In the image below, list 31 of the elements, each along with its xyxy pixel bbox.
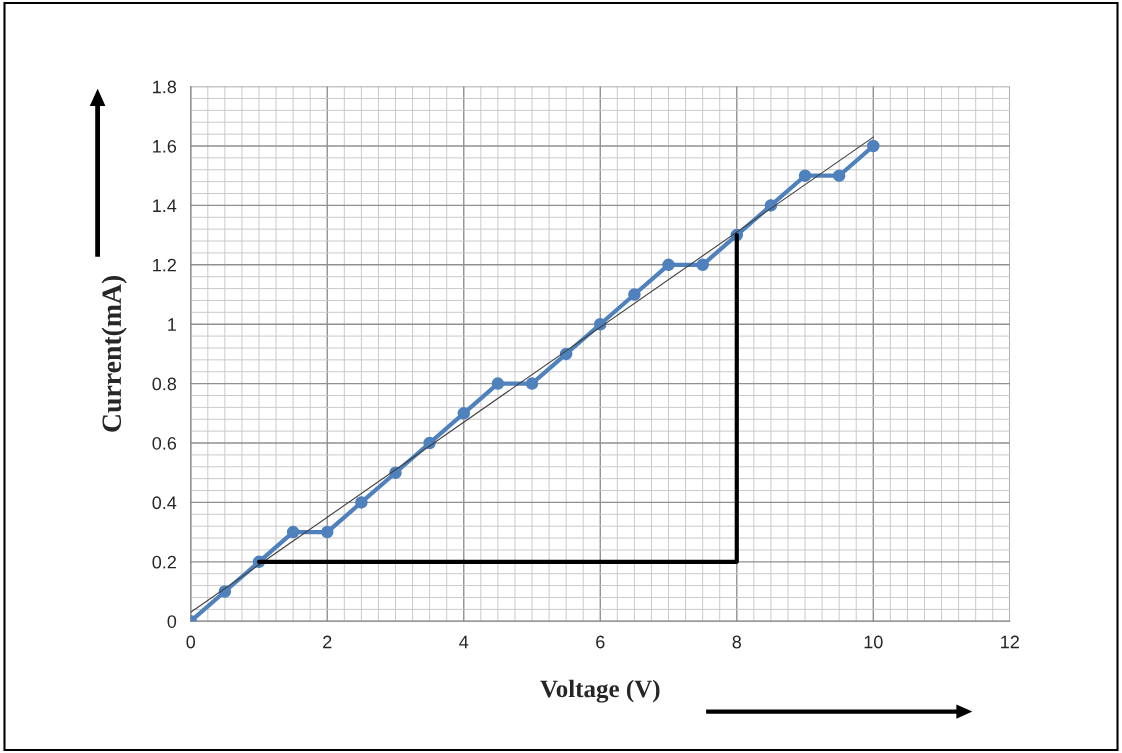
x-tick-label: 0 [186, 635, 196, 649]
x-tick-label: 10 [864, 635, 883, 649]
point [491, 377, 505, 390]
y-tick-label: 1.8 [153, 80, 177, 94]
x-tick-label: 12 [1001, 635, 1019, 649]
x-tick-label: 6 [596, 635, 605, 649]
x-tick-label: 8 [732, 635, 742, 649]
y-axis-title: Current(mA) [101, 275, 127, 432]
x-tick-label: 2 [323, 635, 332, 649]
y-tick-label: 0.8 [152, 377, 177, 391]
point [320, 525, 334, 539]
x-axis-title: Voltage (V) [540, 679, 660, 703]
y-tick-label: 1.6 [153, 139, 177, 153]
point [628, 288, 641, 301]
point [798, 169, 812, 182]
y-tick-label: 0 [167, 615, 177, 628]
point [696, 258, 709, 272]
point [457, 407, 471, 420]
point [867, 139, 880, 153]
y-tick-label: 0.6 [152, 436, 177, 450]
y-tick-label: 0.4 [152, 496, 177, 510]
x-tick-label: 4 [459, 635, 469, 649]
point [832, 169, 846, 182]
y-tick-label: 0.2 [152, 555, 176, 569]
point [662, 258, 675, 272]
y-tick-label: 1 [168, 318, 176, 331]
point [355, 496, 368, 509]
y-tick-label: 1.2 [153, 258, 176, 272]
y-tick-label: 1.4 [153, 199, 177, 212]
point [286, 525, 300, 539]
point [525, 377, 539, 390]
